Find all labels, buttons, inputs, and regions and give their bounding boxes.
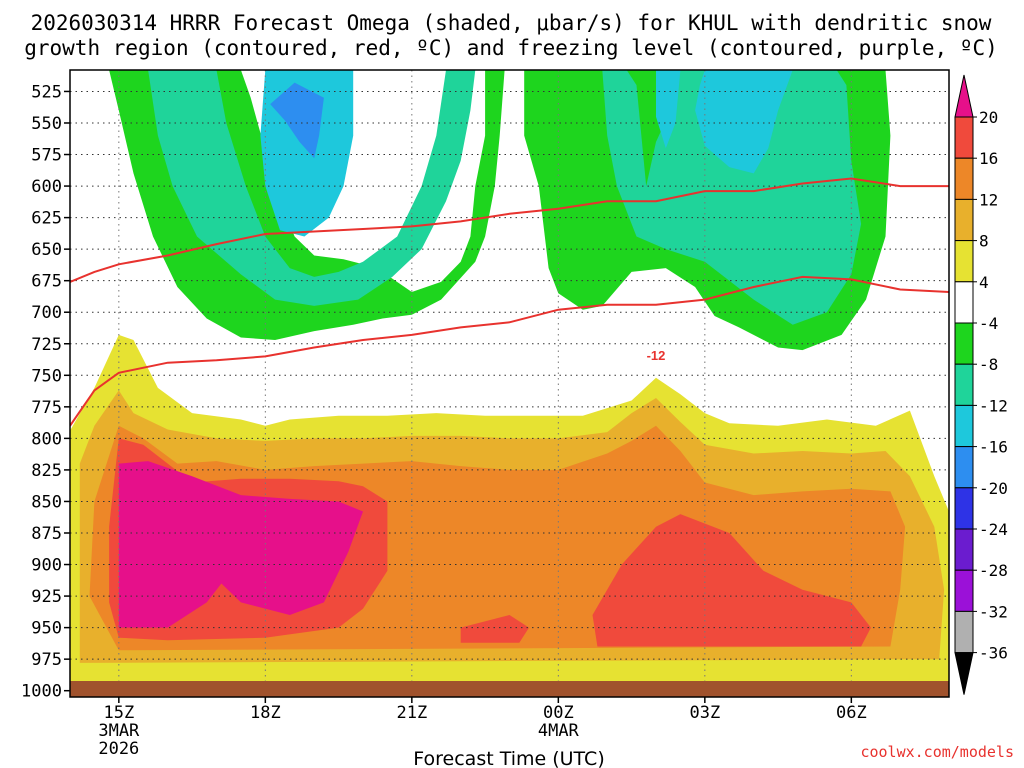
omega-region-9	[148, 70, 862, 325]
colorbar-segment--20	[954, 446, 974, 489]
x-tick-label-21Z: 21Z	[396, 703, 427, 723]
y-tick-label-625: 625	[31, 209, 62, 229]
x-tick-label-18Z: 18Z	[250, 703, 281, 723]
y-tick-label-775: 775	[31, 398, 62, 418]
y-tick-label-900: 900	[31, 556, 62, 576]
colorbar-tick-label-20: 20	[979, 108, 998, 127]
y-tick-label-525: 525	[31, 82, 62, 102]
colorbar-tick-label--4: -4	[979, 314, 998, 333]
colorbar-tick-label--36: -36	[979, 644, 1008, 663]
colorbar-tick-label--20: -20	[979, 479, 1008, 498]
omega-region-11	[656, 70, 681, 149]
y-tick-label-650: 650	[31, 240, 62, 260]
colorbar-segment--36	[954, 610, 974, 654]
colorbar-segment-12	[954, 157, 974, 200]
y-tick-label-675: 675	[31, 272, 62, 292]
colorbar-tick-label--32: -32	[979, 602, 1008, 621]
colorbar-segment-4	[954, 240, 974, 283]
y-tick-label-825: 825	[31, 461, 62, 481]
colorbar-segment-8	[954, 198, 974, 242]
x-tick-year-15Z: 2026	[98, 739, 139, 759]
colorbar-bottom-arrow	[954, 652, 974, 695]
y-tick-label-800: 800	[31, 429, 62, 449]
colorbar-segment--12	[954, 363, 974, 406]
omega-region-6	[118, 461, 363, 628]
y-tick-label-550: 550	[31, 114, 62, 134]
chart-title-line1: 2026030314 HRRR Forecast Omega (shaded, …	[31, 11, 992, 35]
contour-label: -12	[647, 348, 666, 363]
colorbar-segment--32	[954, 569, 974, 612]
colorbar-segment--16	[954, 404, 974, 448]
gridlines	[70, 70, 949, 697]
plot-frame	[69, 69, 950, 698]
omega-region-5	[592, 514, 871, 647]
dgz-upper-contour	[70, 177, 949, 283]
colorbar: 20 16 12 8 4 -4 -8 -12 -16 -20 -24 -28 -32 -36	[954, 74, 1008, 695]
colorbar-segment--4	[954, 281, 974, 324]
colorbar-tick-label--8: -8	[979, 355, 998, 374]
y-tick-label-750: 750	[31, 366, 62, 386]
y-tick-label-600: 600	[31, 177, 62, 197]
colorbar-segment--24	[954, 487, 974, 530]
credit-text: coolwx.com/models	[860, 743, 1014, 761]
colorbar-segment--28	[954, 528, 974, 571]
colorbar-tick-label-4: 4	[979, 273, 989, 292]
x-tick-label-06Z: 06Z	[836, 703, 867, 723]
omega-region-12	[695, 70, 793, 174]
omega-region-4	[460, 615, 529, 643]
colorbar-segment--8	[954, 322, 974, 365]
x-tick-date-15Z: 3MAR	[98, 721, 140, 741]
colorbar-segment-16	[954, 116, 974, 159]
plot-area: -12	[70, 70, 949, 697]
colorbar-tick-label--12: -12	[979, 396, 1008, 415]
colorbar-tick-label-16: 16	[979, 149, 998, 168]
y-tick-label-950: 950	[31, 619, 62, 639]
colorbar-tick-label-8: 8	[979, 232, 989, 251]
x-axis-title: Forecast Time (UTC)	[413, 748, 604, 768]
y-tick-label-700: 700	[31, 303, 62, 323]
colorbar-tick-label--28: -28	[979, 561, 1008, 580]
y-tick-label-1000: 1000	[21, 682, 62, 702]
dgz-contours	[70, 177, 949, 427]
y-tick-label-725: 725	[31, 335, 62, 355]
y-tick-label-975: 975	[31, 650, 62, 670]
y-tick-label-875: 875	[31, 524, 62, 544]
y-tick-label-575: 575	[31, 146, 62, 166]
x-tick-date-00Z: 4MAR	[538, 721, 580, 741]
omega-shading	[70, 70, 949, 685]
ground-surface	[70, 681, 949, 697]
colorbar-top-arrow	[954, 74, 974, 118]
x-tick-label-00Z: 00Z	[543, 703, 574, 723]
x-tick-label-15Z: 15Z	[103, 703, 134, 723]
y-tick-label-850: 850	[31, 492, 62, 512]
x-tick-label-03Z: 03Z	[689, 703, 720, 723]
dgz-lower-contour	[70, 275, 949, 427]
y-axis: 525 550 575 600 625 650 675 700 725 750 775 800 825 8…	[21, 82, 70, 702]
y-tick-label-925: 925	[31, 587, 62, 607]
omega-region-13	[270, 82, 324, 159]
chart-title-line2: growth region (contoured, red, ºC) and f…	[24, 36, 998, 60]
colorbar-tick-label--16: -16	[979, 438, 1008, 457]
colorbar-tick-label--24: -24	[979, 520, 1008, 539]
colorbar-tick-label-12: 12	[979, 190, 998, 209]
